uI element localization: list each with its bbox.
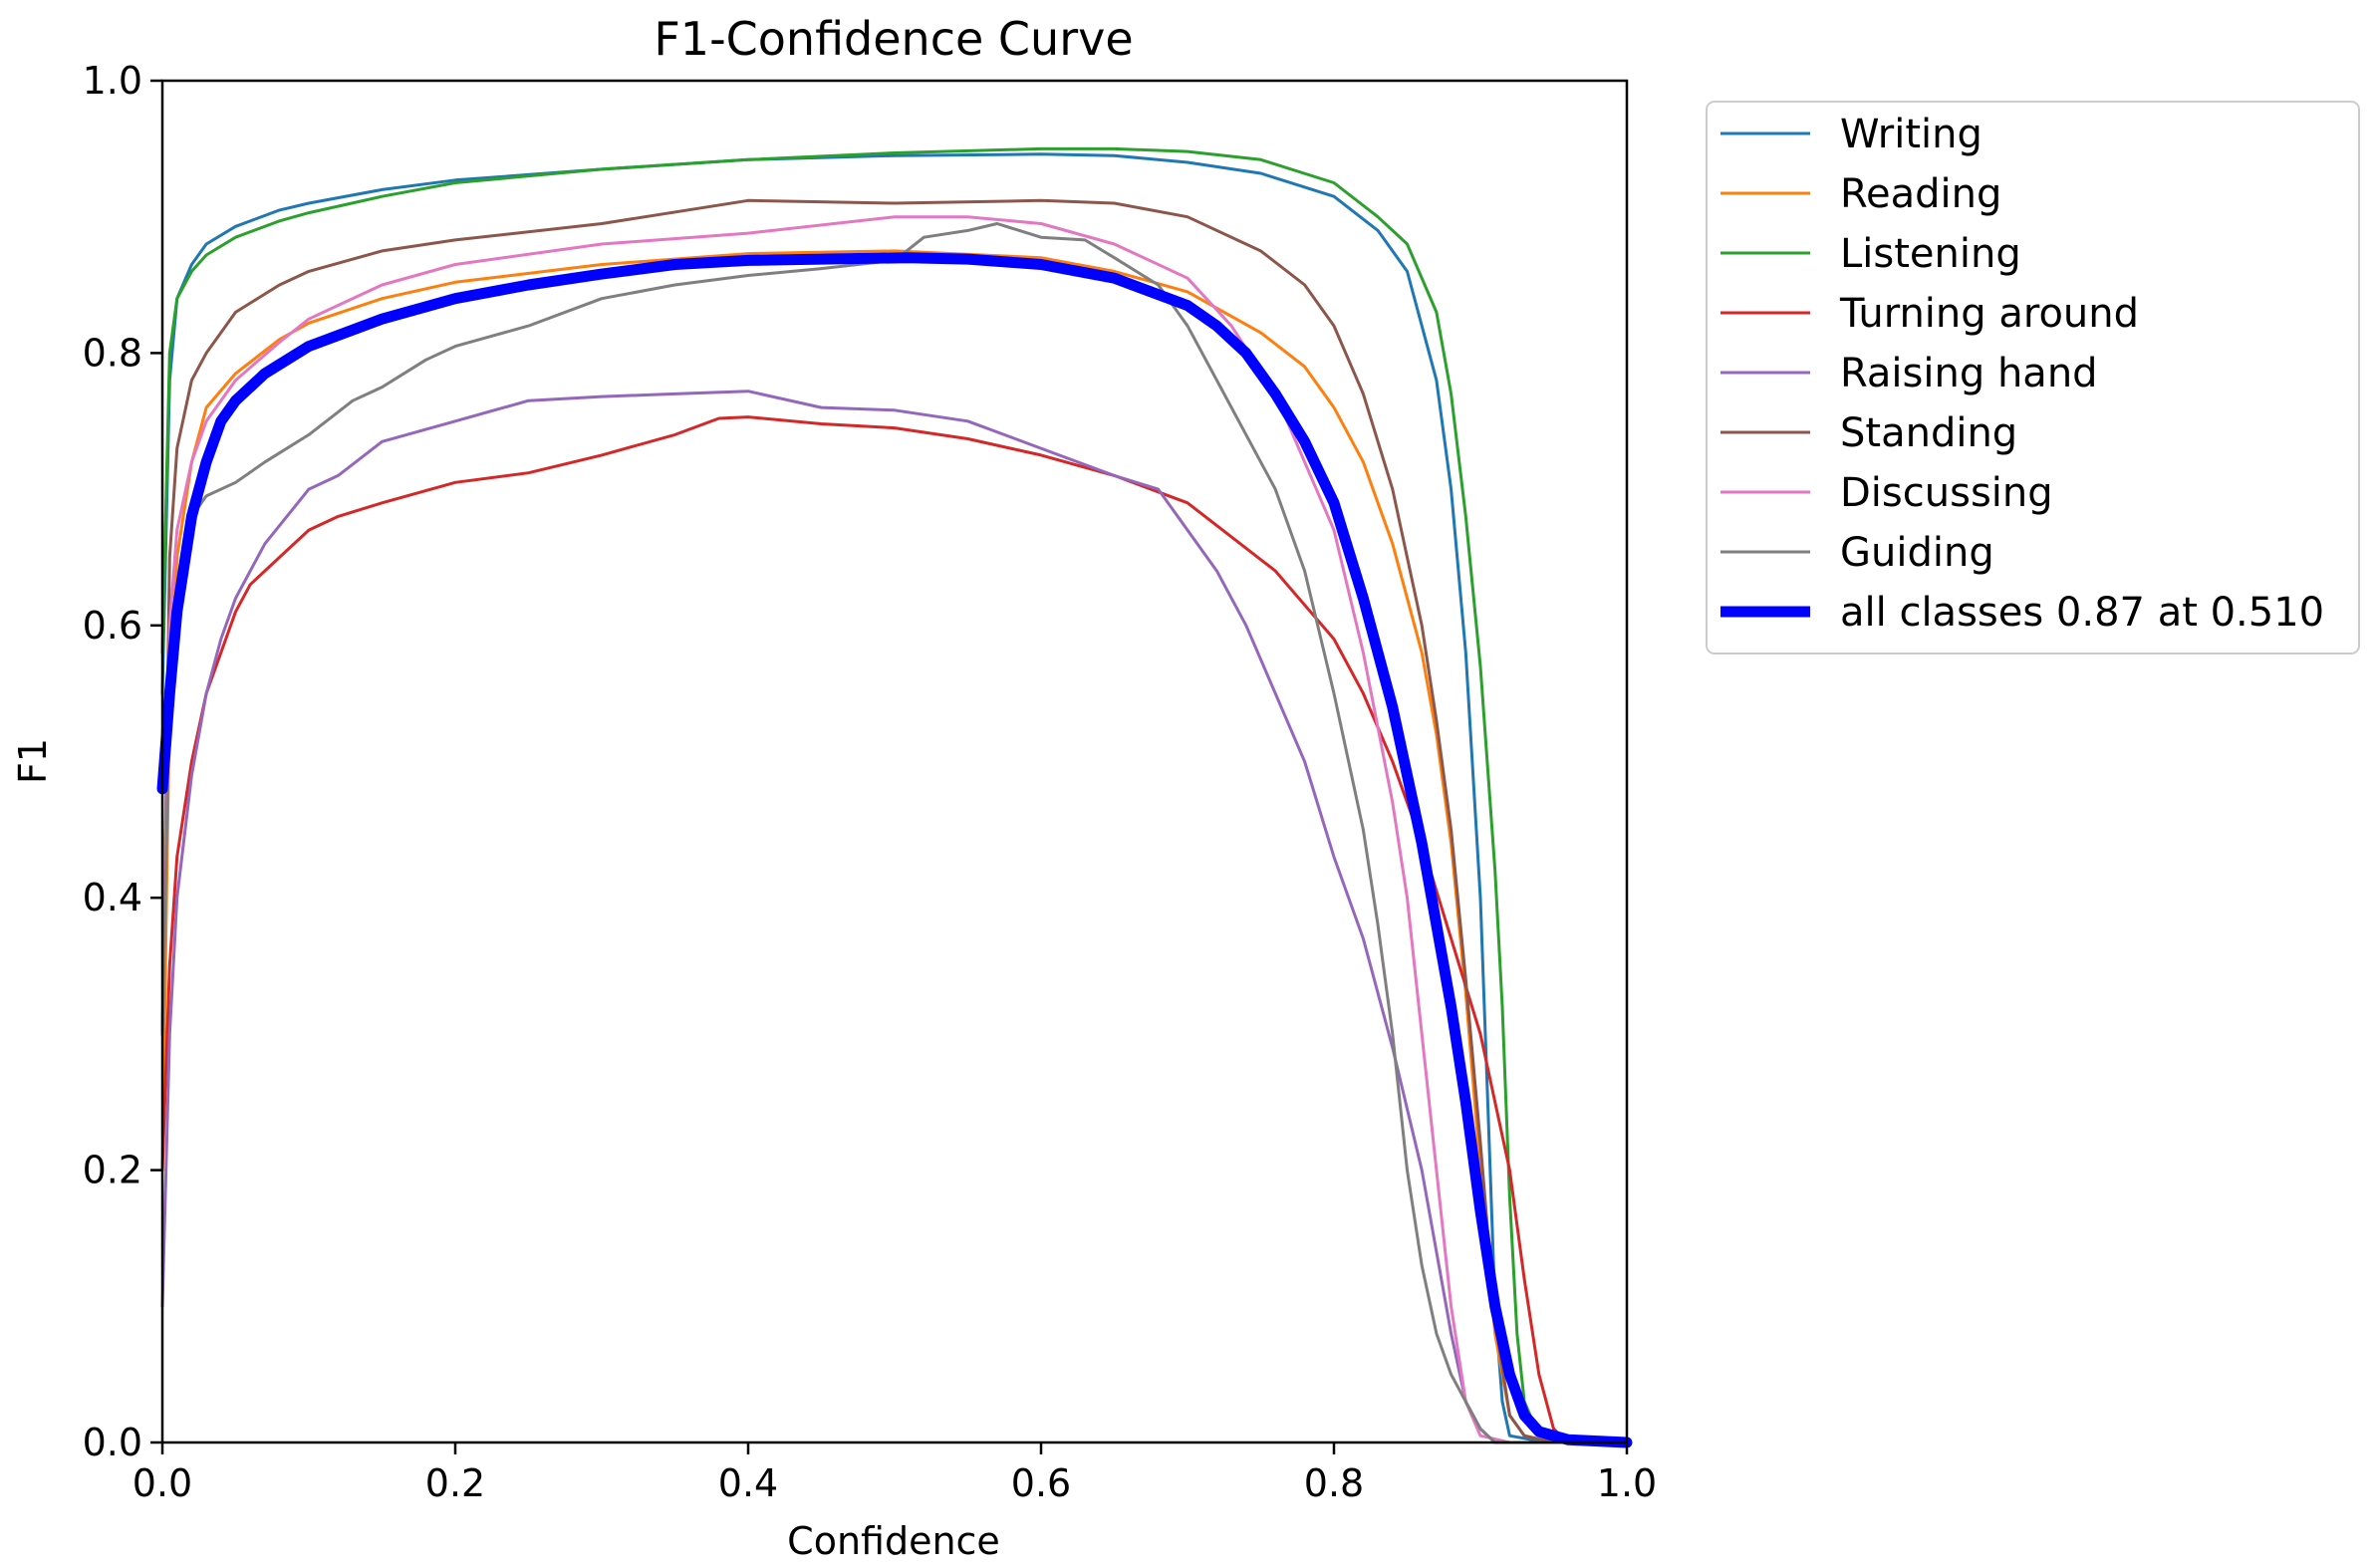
y-tick-label: 0.6: [83, 604, 142, 648]
y-axis-label: F1: [11, 738, 55, 784]
legend-label: Guiding: [1840, 530, 1994, 576]
y-tick-label: 0.0: [83, 1421, 142, 1464]
legend-label: Writing: [1840, 112, 1982, 157]
y-tick-label: 0.2: [83, 1149, 142, 1192]
series-layer: [156, 146, 1633, 1448]
chart-title: F1-Confidence Curve: [654, 12, 1133, 66]
x-tick-label: 0.8: [1304, 1461, 1364, 1505]
series-line-writing: [160, 152, 1629, 1444]
legend-label: Reading: [1840, 171, 2001, 217]
plot-frame: [160, 79, 1629, 1444]
legend-label: all classes 0.87 at 0.510: [1840, 590, 2324, 636]
x-tick-label: 1.0: [1597, 1461, 1657, 1505]
y-tick-label: 0.4: [83, 876, 142, 919]
x-tick-label: 0.4: [718, 1461, 778, 1505]
x-tick-label: 0.6: [1011, 1461, 1071, 1505]
series-line-raising-hand: [160, 390, 1629, 1444]
legend-label: Raising hand: [1840, 351, 2098, 396]
series-line-turning-around: [160, 415, 1629, 1444]
legend-label: Turning around: [1839, 291, 2139, 337]
x-axis-ticks: 0.0 0.2 0.4 0.6 0.8 1.0: [132, 1442, 1657, 1505]
legend: Writing Reading Listening Turning around Rai…: [1706, 101, 2360, 654]
series-line-standing: [160, 198, 1629, 1444]
legend-box: [1706, 101, 2360, 654]
y-axis-ticks: 0.0 0.2 0.4 0.6 0.8 1.0: [83, 59, 162, 1464]
x-axis-label: Confidence: [787, 1519, 1000, 1563]
series-line-guiding: [160, 222, 1629, 1444]
legend-label: Standing: [1840, 410, 2017, 456]
y-tick-label: 1.0: [83, 59, 142, 103]
legend-label: Discussing: [1840, 470, 2053, 516]
legend-label: Listening: [1840, 231, 2021, 277]
x-tick-label: 0.2: [425, 1461, 485, 1505]
y-tick-label: 0.8: [83, 331, 142, 375]
x-tick-label: 0.0: [132, 1461, 192, 1505]
series-line-all-classes-0-87-at-0-510: [156, 252, 1633, 1448]
series-line-discussing: [160, 215, 1629, 1444]
